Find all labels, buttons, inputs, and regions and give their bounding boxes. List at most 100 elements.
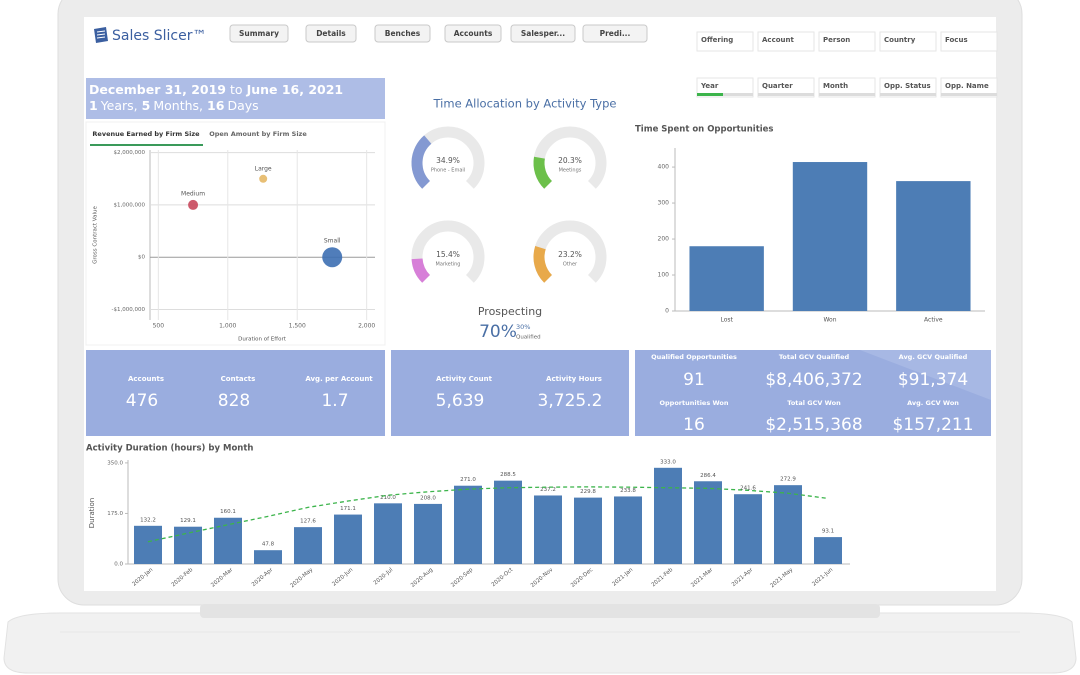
filter-label[interactable]: Offering: [701, 36, 733, 44]
logo: Sales Slicer™: [112, 28, 206, 44]
kpi-label: Avg. per Account: [305, 375, 373, 383]
kpi-label: Total GCV Qualified: [779, 353, 850, 361]
kpi-label: Qualified Opportunities: [651, 353, 737, 361]
gauge-value: [533, 156, 553, 189]
filter-label[interactable]: Focus: [945, 36, 968, 44]
gauge-value-label: 23.2%: [558, 250, 582, 259]
nav-button[interactable]: Benches: [385, 29, 421, 38]
bar-value-label: 208.0: [420, 495, 436, 501]
monthly-y-label: Duration: [88, 498, 96, 528]
bubble: [322, 247, 343, 268]
bar: [374, 503, 402, 564]
gauge-category: Marketing: [436, 262, 461, 268]
gauge-value-label: 15.4%: [436, 250, 460, 259]
kpi-value: 476: [126, 391, 158, 411]
y-tick-label: 0: [665, 308, 669, 315]
kpi-label: Activity Hours: [546, 375, 602, 383]
nav-button-bg[interactable]: [582, 24, 648, 43]
filter-box[interactable]: [879, 77, 937, 98]
filter-label[interactable]: Quarter: [762, 82, 793, 90]
filter-box[interactable]: [818, 31, 876, 52]
kpi-value: 5,639: [436, 391, 485, 411]
kpi-value: $91,374: [898, 370, 968, 390]
duration-unit: Months,: [153, 98, 203, 113]
kpi-label: Contacts: [221, 375, 256, 383]
kpi-value: 16: [683, 415, 705, 435]
trend-line: [147, 486, 829, 543]
filter-label[interactable]: Year: [700, 82, 719, 90]
filter-box[interactable]: [757, 77, 815, 98]
filter-box[interactable]: [757, 31, 815, 52]
nav-button[interactable]: Accounts: [454, 29, 493, 38]
kpi-panel-accounts: [86, 350, 385, 436]
duration-unit: Days: [227, 98, 258, 113]
chart-tab[interactable]: Revenue Earned by Firm Size: [92, 130, 200, 138]
bar: [494, 480, 522, 564]
bar-value-label: 132.2: [140, 517, 156, 523]
duration-value: 1: [89, 98, 98, 113]
filter-box[interactable]: [696, 31, 754, 52]
nav-button-bg[interactable]: [229, 24, 289, 43]
x-tick-label: 500: [153, 323, 165, 330]
filter-box[interactable]: [879, 31, 937, 52]
bubble: [188, 199, 199, 210]
bar-value-label: 93.1: [822, 529, 834, 535]
bar: [534, 495, 562, 564]
gauge-category: Other: [563, 262, 578, 268]
filter-label[interactable]: Country: [884, 36, 916, 44]
kpi-panel-activity: [391, 350, 629, 436]
prospecting-secondary: 30%: [516, 323, 530, 331]
kpi-value: 828: [218, 391, 250, 411]
filter-label[interactable]: Opp. Name: [945, 82, 989, 90]
nav-button-bg[interactable]: [305, 24, 357, 43]
bar-value-label: 47.8: [262, 542, 275, 548]
y-tick-label: 200: [658, 236, 670, 243]
filter-label[interactable]: Opp. Status: [884, 82, 931, 90]
filter-label[interactable]: Person: [823, 36, 850, 44]
filter-label[interactable]: Month: [823, 82, 848, 90]
bar: [334, 514, 362, 564]
kpi-label: Activity Count: [436, 375, 493, 383]
bar: [294, 527, 322, 564]
logo-icon-lines: [96, 30, 106, 39]
bar-value-label: 160.1: [220, 509, 236, 515]
filter-box[interactable]: [940, 31, 998, 52]
nav-button[interactable]: Details: [316, 29, 346, 38]
y-tick-label: $1,000,000: [114, 202, 146, 208]
prospecting-title: Prospecting: [478, 305, 542, 318]
bar: [174, 526, 202, 564]
nav-button[interactable]: Salesper...: [521, 29, 565, 38]
bar: [654, 467, 682, 564]
bar: [574, 497, 602, 564]
filter-box[interactable]: [818, 77, 876, 98]
bar: [214, 517, 242, 564]
nav-button[interactable]: Predi...: [600, 29, 631, 38]
bar: [454, 485, 482, 564]
kpi-label: Total GCV Won: [787, 399, 841, 407]
x-tick-label: 2,000: [358, 323, 375, 330]
kpi-panel-shade: [860, 350, 991, 400]
prospecting-value: 70%: [479, 322, 517, 342]
kpi-label: Avg. GCV Won: [907, 399, 959, 407]
bar: [774, 485, 802, 564]
gauge-value-label: 34.9%: [436, 156, 460, 165]
bar-value-label: 333.0: [660, 459, 676, 465]
filter-box[interactable]: [696, 77, 754, 98]
kpi-value: $157,211: [892, 415, 973, 435]
gauge-value-label: 20.3%: [558, 156, 582, 165]
laptop-hinge: [200, 604, 880, 618]
filter-label[interactable]: Account: [762, 36, 794, 44]
filter-bar: [941, 93, 997, 96]
filter-box[interactable]: [940, 77, 998, 98]
chart-tab[interactable]: Open Amount by Firm Size: [209, 130, 307, 138]
nav-button-bg[interactable]: [374, 24, 431, 43]
bar-chart-title: Time Spent on Opportunities: [635, 125, 774, 135]
nav-button-bg[interactable]: [444, 24, 502, 43]
nav-button[interactable]: Summary: [239, 29, 279, 38]
x-tick-label: Lost: [720, 317, 733, 324]
x-tick-label: Active: [924, 317, 943, 324]
bar: [734, 494, 762, 564]
nav-button-bg[interactable]: [510, 24, 576, 43]
date-panel: [86, 78, 385, 119]
y-tick-label: $2,000,000: [114, 150, 146, 156]
